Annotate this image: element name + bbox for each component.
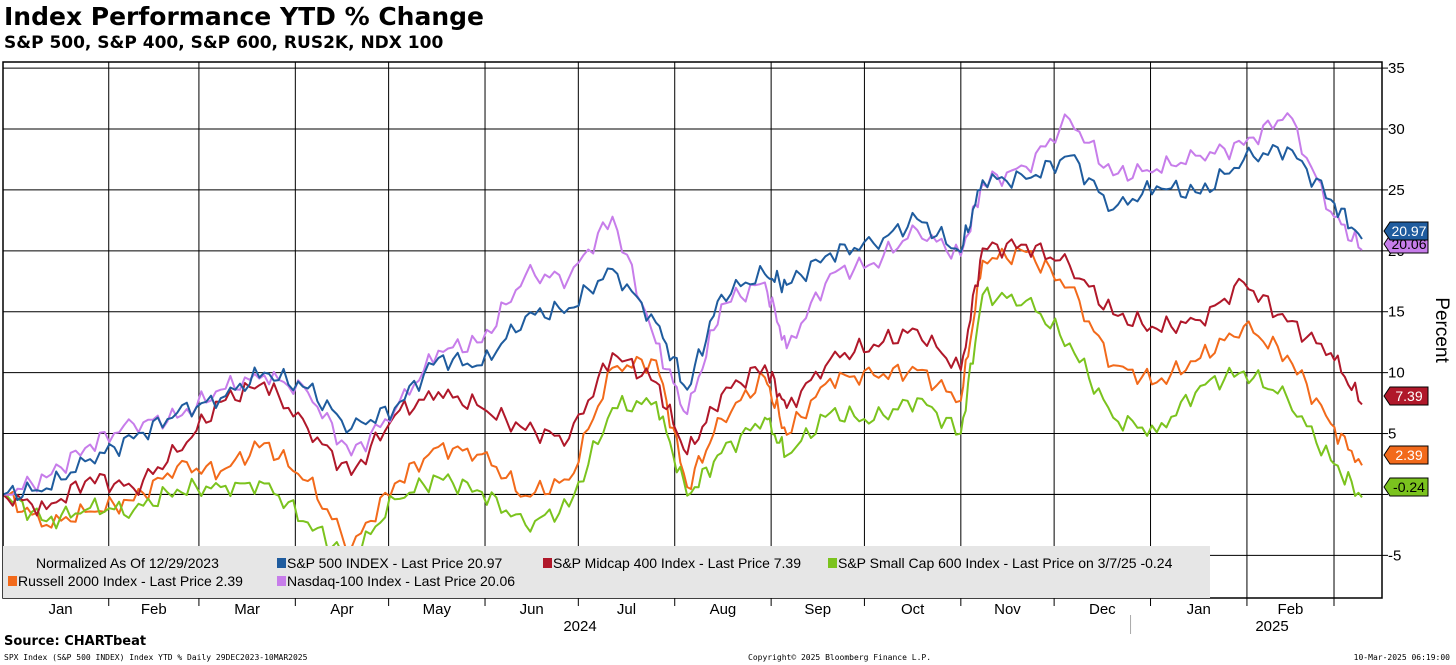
legend-label: Russell 2000 Index - Last Price 2.39 [18, 573, 243, 589]
y-tick-label: -5 [1388, 547, 1401, 564]
value-tag-bg [1383, 386, 1429, 406]
chart-title: Index Performance YTD % Change [4, 2, 484, 31]
y-tick-label: 35 [1388, 60, 1405, 77]
legend-header: Normalized As Of 12/29/2023 [36, 555, 219, 571]
year-label: 2025 [1255, 618, 1288, 635]
series-line [2, 238, 1363, 517]
footer-copyright: Copyright© 2025 Bloomberg Finance L.P. [748, 653, 932, 662]
y-tick-label: 5 [1388, 426, 1396, 443]
x-tick-label: Apr [330, 601, 353, 618]
chart-subtitle: S&P 500, S&P 400, S&P 600, RUS2K, NDX 10… [4, 33, 444, 53]
value-tag: -0.24 [1383, 477, 1429, 497]
x-tick-label: Jul [617, 601, 636, 618]
legend-swatch [277, 558, 286, 568]
legend-label: S&P Small Cap 600 Index - Last Price on … [838, 555, 1173, 571]
legend-label: Nasdaq-100 Index - Last Price 20.06 [287, 573, 515, 589]
value-tag-label: 2.39 [1395, 447, 1422, 463]
x-tick-label: Mar [234, 601, 260, 618]
value-tag-bg [1383, 221, 1429, 241]
year-label: 2024 [563, 618, 596, 635]
legend-background [3, 546, 1210, 598]
x-tick-label: Nov [994, 601, 1021, 618]
y-tick-label: 15 [1388, 304, 1405, 321]
series-line [2, 112, 1363, 496]
grid [3, 62, 1382, 598]
legend-label: S&P 500 INDEX - Last Price 20.97 [287, 555, 503, 571]
value-tag-label: 20.97 [1391, 223, 1426, 239]
legend: Normalized As Of 12/29/2023 S&P 500 INDEX… [3, 546, 1210, 598]
value-tag-label: 7.39 [1395, 388, 1422, 404]
value-tag-bg [1383, 445, 1429, 465]
footer-left: SPX Index (S&P 500 INDEX) Index YTD % Da… [4, 653, 308, 662]
y-tick-label: 25 [1388, 182, 1405, 199]
value-tag: 20.97 [1383, 221, 1429, 241]
series-lines [2, 112, 1363, 564]
x-tick-label: Jan [1187, 601, 1211, 618]
legend-swatch [828, 558, 837, 568]
value-tag-label: -0.24 [1393, 479, 1425, 495]
series-line [2, 246, 1363, 552]
x-tick-label: Aug [710, 601, 737, 618]
value-tag: 7.39 [1383, 386, 1429, 406]
series-line [2, 286, 1363, 564]
legend-label: S&P Midcap 400 Index - Last Price 7.39 [553, 555, 801, 571]
value-tag-bg [1383, 477, 1429, 497]
legend-swatch [277, 576, 286, 586]
y-tick-label: 30 [1388, 121, 1405, 138]
source-note: Source: CHARTbeat [4, 634, 147, 649]
legend-swatch [543, 558, 552, 568]
x-tick-label: Sep [804, 601, 831, 618]
x-tick-label: Jan [48, 601, 72, 618]
legend-swatch [8, 576, 17, 586]
y-axis-title: Percent [1431, 297, 1452, 363]
y-tick-label: 10 [1388, 365, 1405, 382]
series-line [2, 144, 1363, 502]
value-tag: 2.39 [1383, 445, 1429, 465]
x-tick-label: Feb [1278, 601, 1304, 618]
x-tick-label: May [423, 601, 452, 618]
x-tick-label: Feb [141, 601, 167, 618]
x-tick-label: Dec [1089, 601, 1116, 618]
footer-timestamp: 10-Mar-2025 06:19:00 [1353, 653, 1450, 662]
axes: -5 5 10 15 2025 30 35 Percent Jan Feb Mar Apr May Jun… [48, 60, 1452, 635]
x-tick-label: Oct [901, 601, 925, 618]
plot-frame [2, 61, 1383, 599]
x-tick-label: Jun [520, 601, 544, 618]
